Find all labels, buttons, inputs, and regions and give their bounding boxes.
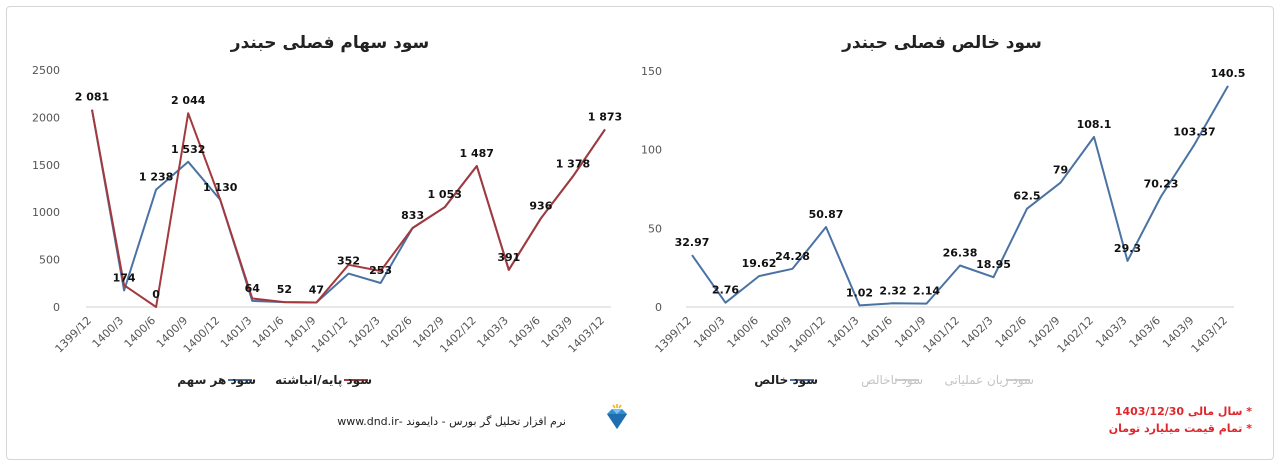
net-profit-data-label: 79 — [1053, 164, 1068, 177]
eps-data-label: 47 — [309, 284, 324, 297]
eps-lines — [91, 109, 606, 308]
x-tick-label: 1401/3 — [825, 314, 862, 351]
net-profit-data-label: 103.37 — [1173, 125, 1215, 138]
net-profit-data-label: 2.32 — [879, 284, 906, 297]
eps-data-label: 1 238 — [139, 171, 173, 184]
net-profit-chart: سود خالص فصلی حبندر 0501001501399/121400… — [641, 33, 1245, 388]
legend-label-eps[interactable]: سود هر سهم — [177, 373, 256, 388]
x-tick-label: 1401/3 — [218, 314, 255, 351]
x-tick-label: 1403/12 — [1189, 314, 1231, 356]
eps-chart: سود سهام فصلی حبندر 0 500 1000 1500 2000 2500… — [32, 33, 622, 388]
legend-label-gross-profit[interactable]: سود ناخالص — [861, 373, 923, 388]
eps-data-label: 52 — [277, 283, 292, 296]
x-tick-label: 1399/12 — [653, 314, 695, 356]
x-tick-label: 1401/6 — [250, 314, 287, 351]
x-tick-label: 1402/3 — [346, 314, 383, 351]
x-tick-label: 1402/6 — [993, 314, 1030, 351]
eps-data-label: 64 — [245, 282, 261, 295]
footer-brand-text: نرم افزار تحلیل گر بورس - دایموند -www.d… — [337, 415, 566, 428]
net-profit-data-label: 50.87 — [809, 208, 844, 221]
eps-data-label: 0 — [152, 288, 160, 301]
y-tick-label: 0 — [53, 301, 60, 314]
y-tick-label: 0 — [655, 301, 662, 314]
eps-legend[interactable]: سود هر سهم سود پایه/انباشته — [177, 373, 372, 388]
x-tick-label: 1400/3 — [691, 314, 728, 351]
net-profit-data-label: 19.62 — [742, 257, 777, 270]
x-tick-label: 1403/6 — [506, 314, 543, 351]
diamond-icon — [607, 404, 627, 429]
y-tick-label: 1500 — [32, 159, 60, 172]
eps-data-label: 174 — [113, 272, 136, 285]
legend-label-base-eps[interactable]: سود پایه/انباشته — [275, 373, 372, 388]
notes: * سال مالی 1403/12/30 * تمام قیمت میلیار… — [1109, 405, 1252, 435]
net-profit-data-label: 2.14 — [913, 285, 940, 298]
note-units: * تمام قیمت میلیارد تومان — [1109, 422, 1252, 435]
y-tick-label: 2500 — [32, 64, 60, 77]
x-tick-label: 1402/6 — [378, 314, 415, 351]
eps-data-label: 1 487 — [460, 147, 494, 160]
x-tick-label: 1403/3 — [1093, 314, 1130, 351]
x-tick-label: 1401/12 — [921, 314, 963, 356]
y-tick-label: 150 — [641, 65, 662, 78]
eps-chart-title: سود سهام فصلی حبندر — [230, 33, 429, 53]
net-profit-axes: 0501001501399/121400/31400/61400/91400/1… — [641, 65, 1234, 355]
eps-data-label: 352 — [337, 255, 360, 268]
note-fiscal-year: * سال مالی 1403/12/30 — [1115, 405, 1252, 418]
net-profit-data-label: 26.38 — [943, 246, 978, 259]
eps-data-label: 1 378 — [556, 157, 590, 170]
net-profit-data-label: 18.95 — [976, 258, 1011, 271]
legend-label-net-profit[interactable]: سود خالص — [754, 373, 818, 388]
eps-data-label: 1 532 — [171, 143, 205, 156]
eps-data-label: 1 053 — [427, 188, 461, 201]
footer-brand: نرم افزار تحلیل گر بورس - دایموند -www.d… — [337, 404, 627, 429]
net-profit-chart-title: سود خالص فصلی حبندر — [841, 33, 1042, 53]
net-profit-data-label: 2.76 — [712, 284, 739, 297]
net-profit-data-label: 70.23 — [1144, 178, 1179, 191]
x-tick-label: 1400/12 — [787, 314, 829, 356]
eps-data-label: 1 873 — [588, 110, 622, 123]
x-tick-label: 1401/6 — [859, 314, 896, 351]
eps-data-label: 391 — [497, 251, 520, 264]
net-profit-data-label: 1.02 — [846, 286, 873, 299]
net-profit-data-label: 32.97 — [675, 236, 710, 249]
net-profit-series-line-0 — [691, 85, 1229, 307]
net-profit-data-label: 62.5 — [1013, 190, 1040, 203]
eps-data-label: 253 — [369, 264, 392, 277]
x-tick-label: 1403/3 — [474, 314, 511, 351]
x-tick-label: 1402/12 — [1055, 314, 1097, 356]
net-profit-data-label: 140.5 — [1211, 67, 1246, 80]
x-tick-label: 1399/12 — [53, 314, 95, 356]
net-profit-data-label: 29.3 — [1114, 242, 1141, 255]
eps-data-label: 1 130 — [203, 181, 238, 194]
eps-data-label: 833 — [401, 209, 424, 222]
net-profit-data-label: 108.1 — [1077, 118, 1112, 131]
report-frame — [6, 6, 1274, 460]
eps-data-label: 936 — [529, 199, 552, 212]
x-tick-label: 1400/6 — [122, 314, 159, 351]
y-tick-label: 1000 — [32, 206, 60, 219]
x-tick-label: 1403/6 — [1127, 314, 1164, 351]
y-tick-label: 100 — [641, 144, 662, 157]
legend-label-operating-profit[interactable]: سود زیان عملیاتی — [944, 373, 1034, 388]
net-profit-data-label: 24.28 — [775, 250, 810, 263]
eps-series-line-0 — [91, 109, 606, 304]
x-tick-label: 1402/3 — [959, 314, 996, 351]
eps-data-label: 2 044 — [171, 94, 206, 107]
eps-series-line-1 — [91, 109, 606, 308]
net-profit-legend[interactable]: سود خالص سود ناخالص سود زیان عملیاتی — [754, 373, 1034, 388]
eps-data-label: 2 081 — [75, 91, 109, 104]
x-tick-label: 1400/3 — [90, 314, 127, 351]
y-tick-label: 2000 — [32, 111, 60, 124]
x-tick-label: 1400/6 — [725, 314, 762, 351]
net-profit-lines — [691, 85, 1229, 307]
y-tick-label: 50 — [648, 222, 662, 235]
y-tick-label: 500 — [39, 254, 60, 267]
